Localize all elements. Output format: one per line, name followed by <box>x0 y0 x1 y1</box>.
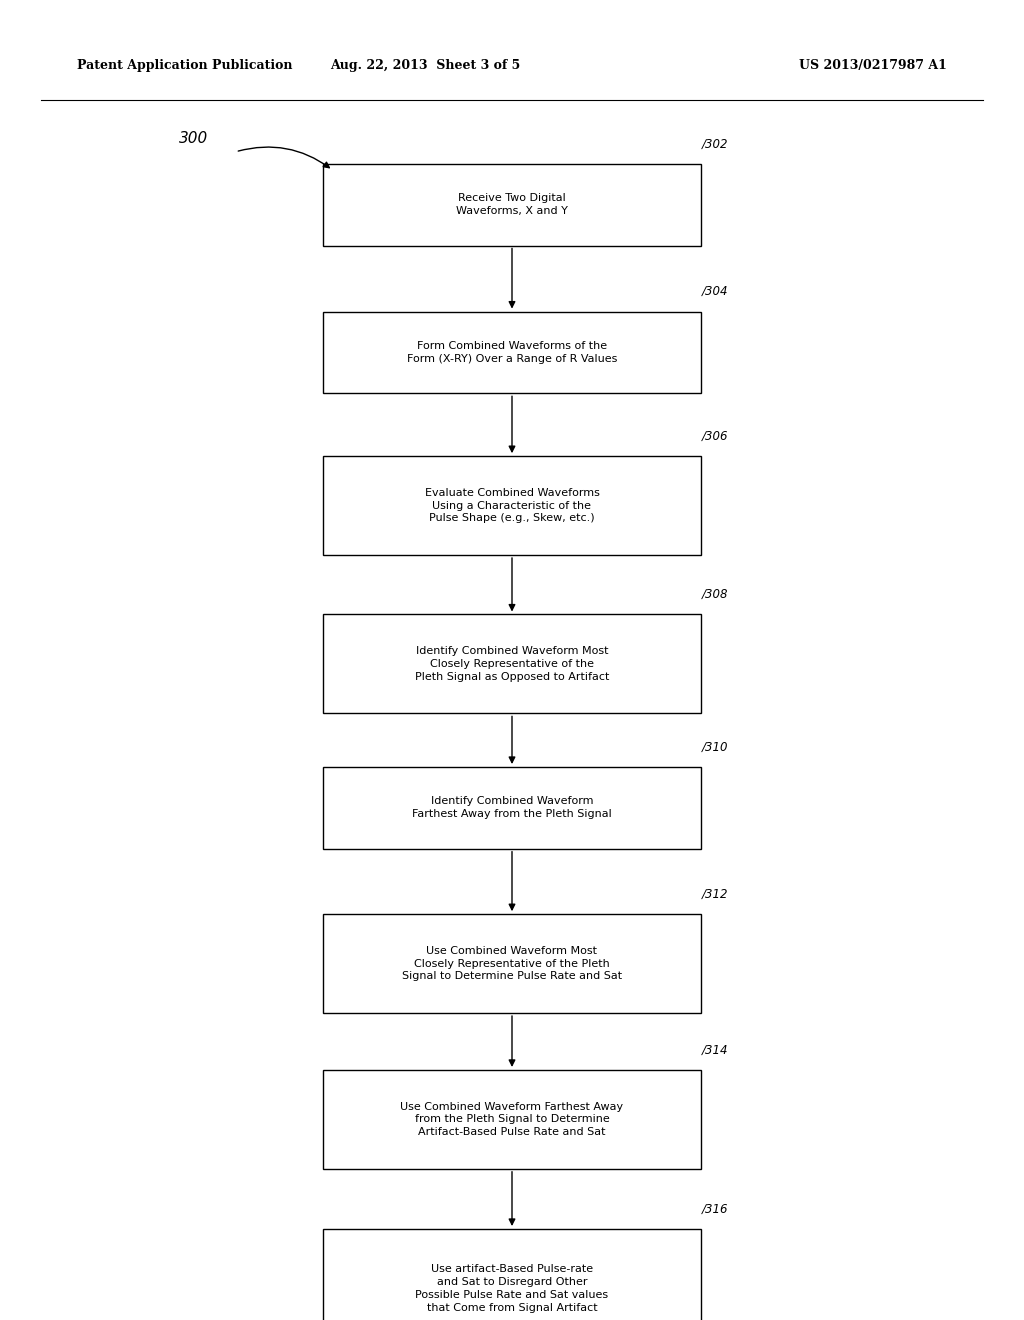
Text: Aug. 22, 2013  Sheet 3 of 5: Aug. 22, 2013 Sheet 3 of 5 <box>330 59 520 73</box>
Bar <box>323 312 701 393</box>
Text: ∕304: ∕304 <box>701 285 728 298</box>
Text: Use artifact-Based Pulse-rate
and Sat to Disregard Other
Possible Pulse Rate and: Use artifact-Based Pulse-rate and Sat to… <box>416 1265 608 1312</box>
Text: ∕306: ∕306 <box>701 430 728 444</box>
Text: 300: 300 <box>179 131 209 147</box>
Text: ∕310: ∕310 <box>701 741 728 754</box>
Bar <box>323 164 701 246</box>
Text: Use Combined Waveform Most
Closely Representative of the Pleth
Signal to Determi: Use Combined Waveform Most Closely Repre… <box>402 946 622 981</box>
Bar <box>323 1229 701 1320</box>
Text: ∕314: ∕314 <box>701 1044 728 1056</box>
Bar <box>323 1069 701 1170</box>
Text: Identify Combined Waveform
Farthest Away from the Pleth Signal: Identify Combined Waveform Farthest Away… <box>412 796 612 820</box>
Text: ∕312: ∕312 <box>701 888 728 900</box>
Bar <box>323 455 701 554</box>
Text: ∕308: ∕308 <box>701 589 728 602</box>
Text: Receive Two Digital
Waveforms, X and Y: Receive Two Digital Waveforms, X and Y <box>456 193 568 216</box>
Text: ∕316: ∕316 <box>701 1203 728 1216</box>
Bar <box>323 615 701 713</box>
Text: ∕302: ∕302 <box>701 137 728 150</box>
Text: Patent Application Publication: Patent Application Publication <box>77 59 292 73</box>
Bar <box>323 913 701 1014</box>
Text: Use Combined Waveform Farthest Away
from the Pleth Signal to Determine
Artifact-: Use Combined Waveform Farthest Away from… <box>400 1102 624 1137</box>
Text: US 2013/0217987 A1: US 2013/0217987 A1 <box>800 59 947 73</box>
Text: Form Combined Waveforms of the
Form (X-RY) Over a Range of R Values: Form Combined Waveforms of the Form (X-R… <box>407 341 617 364</box>
Text: Evaluate Combined Waveforms
Using a Characteristic of the
Pulse Shape (e.g., Ske: Evaluate Combined Waveforms Using a Char… <box>425 488 599 523</box>
Bar <box>323 767 701 849</box>
Text: Identify Combined Waveform Most
Closely Representative of the
Pleth Signal as Op: Identify Combined Waveform Most Closely … <box>415 647 609 681</box>
